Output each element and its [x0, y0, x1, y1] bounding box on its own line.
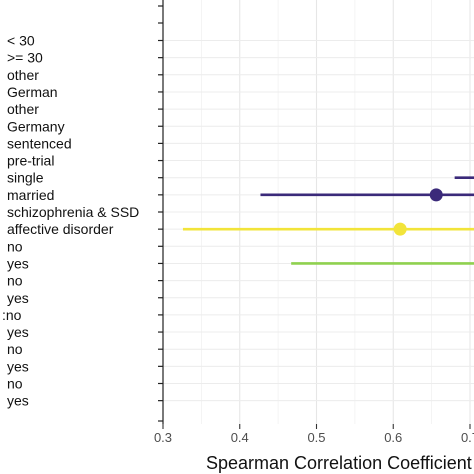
category-label: schizophrenia & SSD	[7, 204, 139, 220]
x-tick-label: 0.6	[384, 430, 402, 445]
category-label: Germany	[7, 118, 65, 134]
x-tick-label: 0.3	[154, 430, 172, 445]
grid-lines	[162, 0, 474, 424]
category-label: pre-trial	[7, 153, 54, 169]
category-label: no	[7, 273, 23, 289]
category-label: >= 30	[7, 50, 43, 66]
category-label: married	[7, 187, 54, 203]
category-label: no	[7, 376, 23, 392]
category-label: :no	[2, 307, 22, 323]
x-tick-label: 0.7	[461, 430, 474, 445]
interval-marks	[182, 176, 474, 265]
category-label: < 30	[7, 33, 35, 49]
category-label: no	[7, 341, 23, 357]
y-axis	[158, 0, 164, 424]
category-label: yes	[7, 393, 29, 409]
category-label: yes	[7, 324, 29, 340]
category-label: German	[7, 84, 58, 100]
point-estimate	[393, 222, 407, 236]
category-label: other	[7, 101, 39, 117]
category-label: no	[7, 238, 23, 254]
category-label: yes	[7, 290, 29, 306]
point-estimate	[429, 188, 443, 202]
category-label: affective disorder	[7, 221, 114, 237]
category-labels: < 30>= 30otherGermanotherGermanysentence…	[2, 33, 139, 409]
x-tick-label: 0.4	[231, 430, 249, 445]
x-axis-ticks: 0.3 0.4 0.5 0.6 0.7	[154, 424, 474, 445]
category-label: yes	[7, 358, 29, 374]
category-label: sentenced	[7, 135, 72, 151]
category-label: other	[7, 67, 39, 83]
x-tick-label: 0.5	[307, 430, 325, 445]
category-label: yes	[7, 255, 29, 271]
x-axis-title: Spearman Correlation Coefficient	[206, 453, 472, 473]
category-label: single	[7, 170, 44, 186]
